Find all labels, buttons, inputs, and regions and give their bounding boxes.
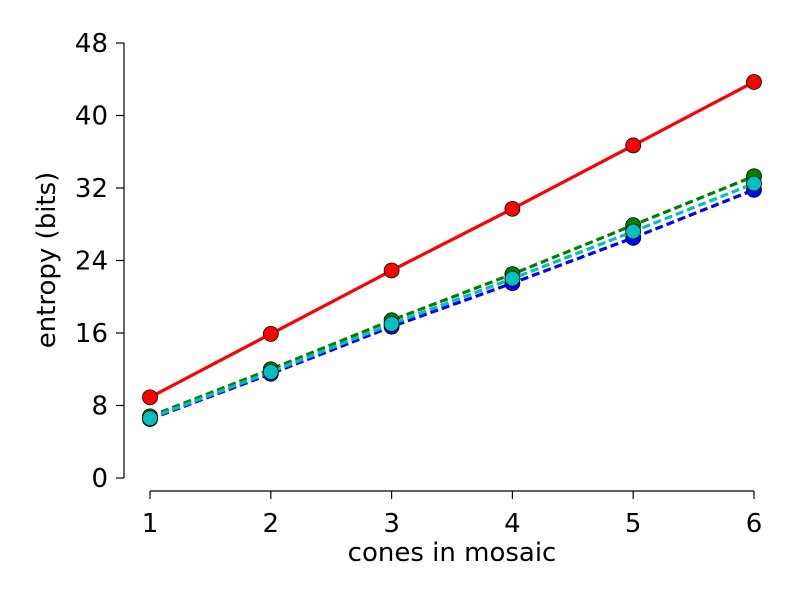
data-point (625, 137, 642, 154)
y-tick-label: 8 (91, 392, 108, 422)
data-point (142, 389, 158, 406)
x-tick-label: 2 (263, 509, 280, 539)
y-tick-label: 40 (75, 102, 108, 132)
data-point (504, 270, 521, 287)
y-tick-label: 48 (75, 29, 108, 59)
data-point (383, 262, 400, 279)
series-line (149, 80, 755, 399)
data-point (262, 326, 279, 342)
x-tick-label: 1 (142, 509, 159, 539)
x-tick-label: 5 (625, 509, 642, 539)
x-tick-label: 4 (504, 509, 521, 539)
data-point (383, 316, 400, 332)
y-tick-label: 0 (91, 464, 108, 494)
series-2 (142, 175, 762, 427)
y-tick-label: 24 (75, 247, 108, 277)
data-point (142, 410, 158, 427)
series-line (149, 181, 755, 420)
data-point (746, 74, 762, 90)
x-tick-label: 3 (383, 509, 400, 539)
y-tick-label: 16 (75, 319, 108, 349)
data-series (142, 74, 762, 427)
tick-marks: 0 8 16 24 32 40 48 1 2 3 4 5 6 (75, 29, 762, 539)
series-line (149, 174, 755, 418)
y-axis-title: entropy (bits) (32, 172, 62, 349)
series-3 (142, 74, 762, 406)
data-point (625, 223, 642, 240)
x-axis-title: cones in mosaic (348, 538, 557, 568)
data-point (262, 364, 279, 380)
data-point (746, 175, 762, 192)
data-point (504, 200, 521, 217)
y-tick-label: 32 (75, 174, 108, 204)
x-tick-label: 6 (746, 509, 763, 539)
